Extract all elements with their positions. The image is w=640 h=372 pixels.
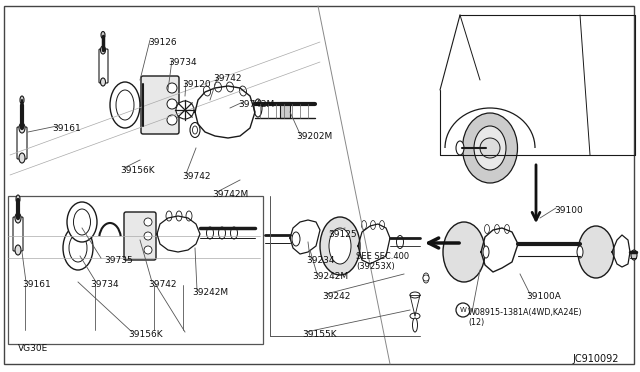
Ellipse shape	[100, 46, 106, 54]
Circle shape	[176, 101, 194, 119]
Ellipse shape	[578, 226, 614, 278]
Text: 39742M: 39742M	[212, 190, 248, 199]
Text: W08915-1381A(4WD,KA24E)
(12): W08915-1381A(4WD,KA24E) (12)	[468, 308, 582, 327]
Text: 39161: 39161	[22, 280, 51, 289]
Ellipse shape	[254, 99, 262, 117]
Text: JC910092: JC910092	[572, 354, 618, 364]
Ellipse shape	[320, 217, 360, 275]
Ellipse shape	[19, 123, 25, 133]
Ellipse shape	[100, 78, 106, 86]
FancyBboxPatch shape	[17, 127, 27, 159]
Ellipse shape	[443, 222, 485, 282]
Ellipse shape	[456, 141, 464, 155]
Ellipse shape	[463, 113, 518, 183]
Text: 39156K: 39156K	[128, 330, 163, 339]
Text: 39734: 39734	[168, 58, 196, 67]
Ellipse shape	[413, 318, 417, 332]
Text: 39100A: 39100A	[526, 292, 561, 301]
Text: 39742M: 39742M	[238, 100, 275, 109]
Bar	[8, 196, 263, 344]
Ellipse shape	[15, 213, 21, 223]
Text: 39125: 39125	[328, 230, 356, 239]
Circle shape	[167, 99, 177, 109]
Text: SEE SEC.400
(39253X): SEE SEC.400 (39253X)	[356, 252, 409, 272]
Text: 39100: 39100	[554, 206, 583, 215]
Ellipse shape	[116, 90, 134, 120]
Text: 39156K: 39156K	[120, 166, 155, 175]
Ellipse shape	[329, 228, 351, 264]
Ellipse shape	[631, 250, 637, 260]
Circle shape	[480, 138, 500, 158]
FancyBboxPatch shape	[99, 49, 108, 83]
Ellipse shape	[230, 227, 237, 239]
Ellipse shape	[423, 273, 429, 283]
Text: 39735: 39735	[104, 256, 132, 265]
Text: W: W	[460, 307, 467, 313]
Circle shape	[144, 232, 152, 240]
Text: 39742: 39742	[213, 74, 241, 83]
Text: 39202M: 39202M	[296, 132, 332, 141]
Ellipse shape	[69, 234, 87, 262]
Text: 39126: 39126	[148, 38, 177, 47]
Text: 39734: 39734	[90, 280, 118, 289]
FancyBboxPatch shape	[124, 212, 156, 260]
Circle shape	[456, 303, 470, 317]
Ellipse shape	[397, 235, 403, 248]
Ellipse shape	[218, 227, 225, 239]
Ellipse shape	[207, 227, 214, 239]
Ellipse shape	[67, 202, 97, 242]
Ellipse shape	[410, 313, 420, 319]
Ellipse shape	[483, 246, 489, 258]
Ellipse shape	[193, 126, 198, 134]
Ellipse shape	[577, 246, 583, 258]
Ellipse shape	[292, 232, 300, 246]
Ellipse shape	[110, 82, 140, 128]
Ellipse shape	[190, 122, 200, 138]
Circle shape	[144, 218, 152, 226]
Ellipse shape	[63, 226, 93, 270]
Ellipse shape	[20, 96, 24, 104]
Ellipse shape	[74, 209, 90, 235]
Ellipse shape	[16, 195, 20, 203]
Text: 39242M: 39242M	[312, 272, 348, 281]
Ellipse shape	[19, 153, 25, 163]
Circle shape	[167, 115, 177, 125]
Ellipse shape	[15, 245, 21, 255]
Text: 39242M: 39242M	[192, 288, 228, 297]
Ellipse shape	[474, 126, 506, 170]
Ellipse shape	[410, 292, 420, 298]
Text: 39742: 39742	[182, 172, 211, 181]
Text: 39234: 39234	[306, 256, 335, 265]
Text: 39242: 39242	[322, 292, 350, 301]
Circle shape	[423, 275, 429, 281]
Ellipse shape	[101, 32, 105, 38]
Circle shape	[167, 83, 177, 93]
FancyBboxPatch shape	[13, 217, 23, 251]
Text: 39161: 39161	[52, 124, 81, 133]
Text: VG30E: VG30E	[18, 344, 48, 353]
FancyBboxPatch shape	[141, 76, 179, 134]
Text: 39155K: 39155K	[302, 330, 337, 339]
Circle shape	[144, 246, 152, 254]
Bar	[280, 102, 290, 118]
Text: 39742: 39742	[148, 280, 177, 289]
Text: 39120: 39120	[182, 80, 211, 89]
